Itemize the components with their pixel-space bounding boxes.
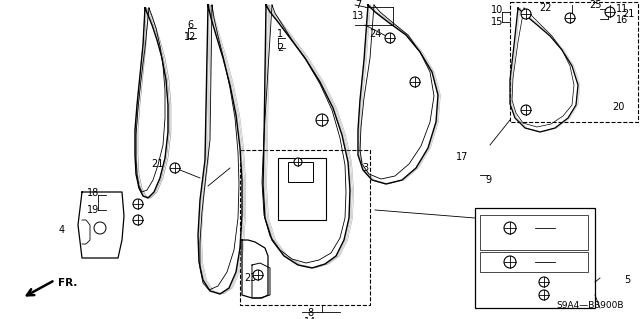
Circle shape (133, 215, 143, 225)
Text: 20: 20 (612, 102, 624, 112)
Circle shape (316, 114, 328, 126)
Circle shape (504, 256, 516, 268)
Circle shape (565, 13, 575, 23)
Text: 8: 8 (307, 308, 313, 318)
Text: 19: 19 (87, 205, 99, 215)
Circle shape (253, 270, 263, 280)
Bar (240, 150, 370, 305)
Text: 23: 23 (244, 273, 256, 283)
Text: 21: 21 (622, 9, 634, 19)
Text: 18: 18 (87, 188, 99, 198)
Text: 5: 5 (624, 275, 630, 285)
Bar (475, 208, 595, 308)
Text: 12: 12 (184, 32, 196, 42)
Text: 7: 7 (355, 0, 361, 10)
Text: 11: 11 (616, 4, 628, 14)
Text: 6: 6 (187, 20, 193, 30)
Text: 2: 2 (277, 43, 283, 53)
Circle shape (521, 9, 531, 19)
Circle shape (605, 7, 615, 17)
Text: 9: 9 (485, 175, 491, 185)
Circle shape (133, 199, 143, 209)
Bar (480, 215, 588, 250)
Circle shape (170, 163, 180, 173)
Circle shape (504, 222, 516, 234)
Bar (510, 2, 638, 122)
Text: 16: 16 (616, 15, 628, 25)
Text: 17: 17 (456, 152, 468, 162)
Text: 25: 25 (589, 0, 602, 10)
Circle shape (410, 77, 420, 87)
Text: 3: 3 (362, 163, 368, 173)
Bar (288, 162, 313, 182)
Text: 4: 4 (59, 225, 65, 235)
Text: 24: 24 (369, 29, 381, 39)
Text: 1: 1 (277, 29, 283, 39)
Text: S9A4—B3900B: S9A4—B3900B (556, 301, 624, 310)
Circle shape (521, 105, 531, 115)
Text: 15: 15 (491, 17, 503, 27)
Text: 21: 21 (151, 159, 163, 169)
Bar (480, 252, 588, 272)
Circle shape (539, 290, 549, 300)
Text: 10: 10 (491, 5, 503, 15)
Circle shape (539, 277, 549, 287)
Circle shape (294, 158, 302, 166)
Text: 13: 13 (352, 11, 364, 21)
Text: FR.: FR. (58, 278, 77, 288)
Bar (278, 158, 326, 220)
Text: 22: 22 (539, 3, 551, 13)
Circle shape (385, 33, 395, 43)
Text: 14: 14 (304, 317, 316, 319)
